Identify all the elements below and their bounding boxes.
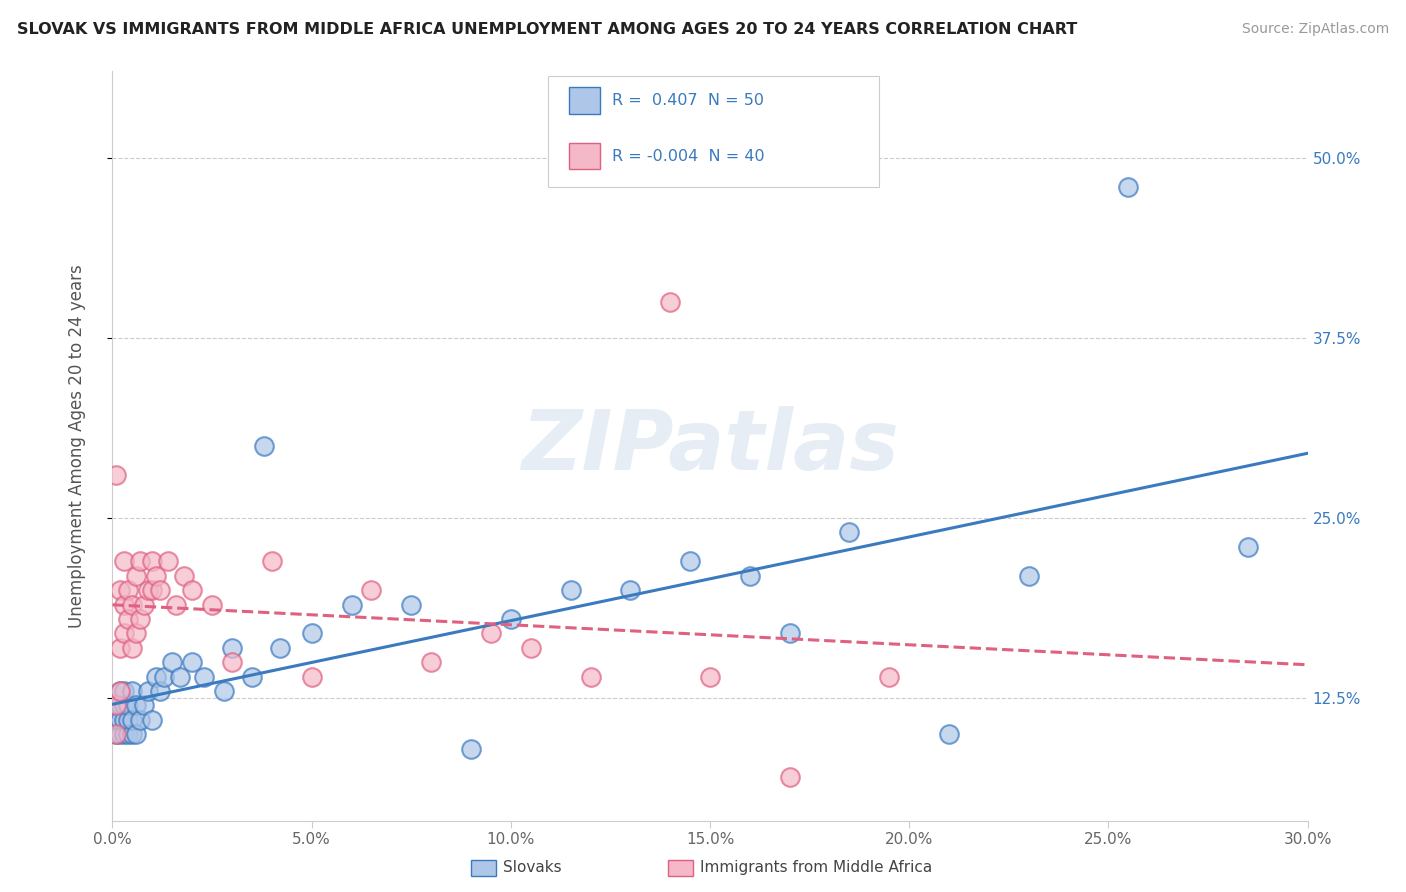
Point [301,626,323,640]
Point [117,713,139,727]
Point [121,713,143,727]
Point [141,583,163,598]
Text: Source: ZipAtlas.com: Source: ZipAtlas.com [1241,22,1389,37]
Point [129,612,152,626]
Point [117,698,139,713]
Text: SLOVAK VS IMMIGRANTS FROM MIDDLE AFRICA UNEMPLOYMENT AMONG AGES 20 TO 24 YEARS C: SLOVAK VS IMMIGRANTS FROM MIDDLE AFRICA … [17,22,1077,37]
Point [301,669,323,683]
Point [879,669,901,683]
Point [138,684,160,698]
Point [153,669,176,683]
Point [401,598,423,612]
Text: ZIPatlas: ZIPatlas [522,406,898,486]
Point [169,669,191,683]
Text: R =  0.407  N = 50: R = 0.407 N = 50 [612,94,763,108]
Point [201,598,224,612]
Point [499,612,522,626]
Point [134,598,156,612]
Point [105,713,128,727]
Point [141,713,163,727]
Point [110,684,132,698]
Point [181,583,204,598]
Text: R = -0.004  N = 40: R = -0.004 N = 40 [612,149,765,163]
Point [579,669,602,683]
Point [105,727,128,741]
Point [134,698,156,713]
Point [105,467,128,482]
Point [117,612,139,626]
Point [1237,540,1260,554]
Text: Slovaks: Slovaks [503,861,562,875]
Point [121,598,143,612]
Point [110,640,132,655]
Point [240,669,263,683]
Point [110,698,132,713]
Point [145,669,167,683]
Point [679,554,702,568]
Point [221,655,243,669]
Text: Immigrants from Middle Africa: Immigrants from Middle Africa [700,861,932,875]
Point [125,626,148,640]
Point [138,583,160,598]
Point [117,727,139,741]
Y-axis label: Unemployment Among Ages 20 to 24 years: Unemployment Among Ages 20 to 24 years [67,264,86,628]
Point [779,771,801,785]
Point [157,554,180,568]
Point [121,727,143,741]
Point [420,655,443,669]
Point [738,568,761,582]
Point [460,741,482,756]
Point [121,640,143,655]
Point [212,684,235,698]
Point [193,669,215,683]
Point [114,684,135,698]
Point [221,640,243,655]
Point [619,583,641,598]
Point [114,698,135,713]
Point [125,568,148,582]
Point [117,583,139,598]
Point [479,626,502,640]
Point [173,568,195,582]
Point [129,713,152,727]
Point [125,727,148,741]
Point [560,583,582,598]
Point [114,598,135,612]
Point [114,727,135,741]
Point [1018,568,1040,582]
Point [165,598,187,612]
Point [110,727,132,741]
Point [149,583,172,598]
Point [110,583,132,598]
Point [149,684,172,698]
Point [121,684,143,698]
Point [141,554,163,568]
Point [145,568,167,582]
Point [105,698,128,713]
Point [105,727,128,741]
Point [125,698,148,713]
Point [360,583,382,598]
Point [1118,179,1140,194]
Point [520,640,543,655]
Point [110,713,132,727]
Point [340,598,363,612]
Point [114,554,135,568]
Point [114,713,135,727]
Point [699,669,721,683]
Point [838,525,860,540]
Point [779,626,801,640]
Point [659,294,682,309]
Point [105,698,128,713]
Point [129,554,152,568]
Point [269,640,291,655]
Point [253,439,276,453]
Point [110,684,132,698]
Point [114,626,135,640]
Point [260,554,283,568]
Point [162,655,183,669]
Point [938,727,960,741]
Point [181,655,204,669]
